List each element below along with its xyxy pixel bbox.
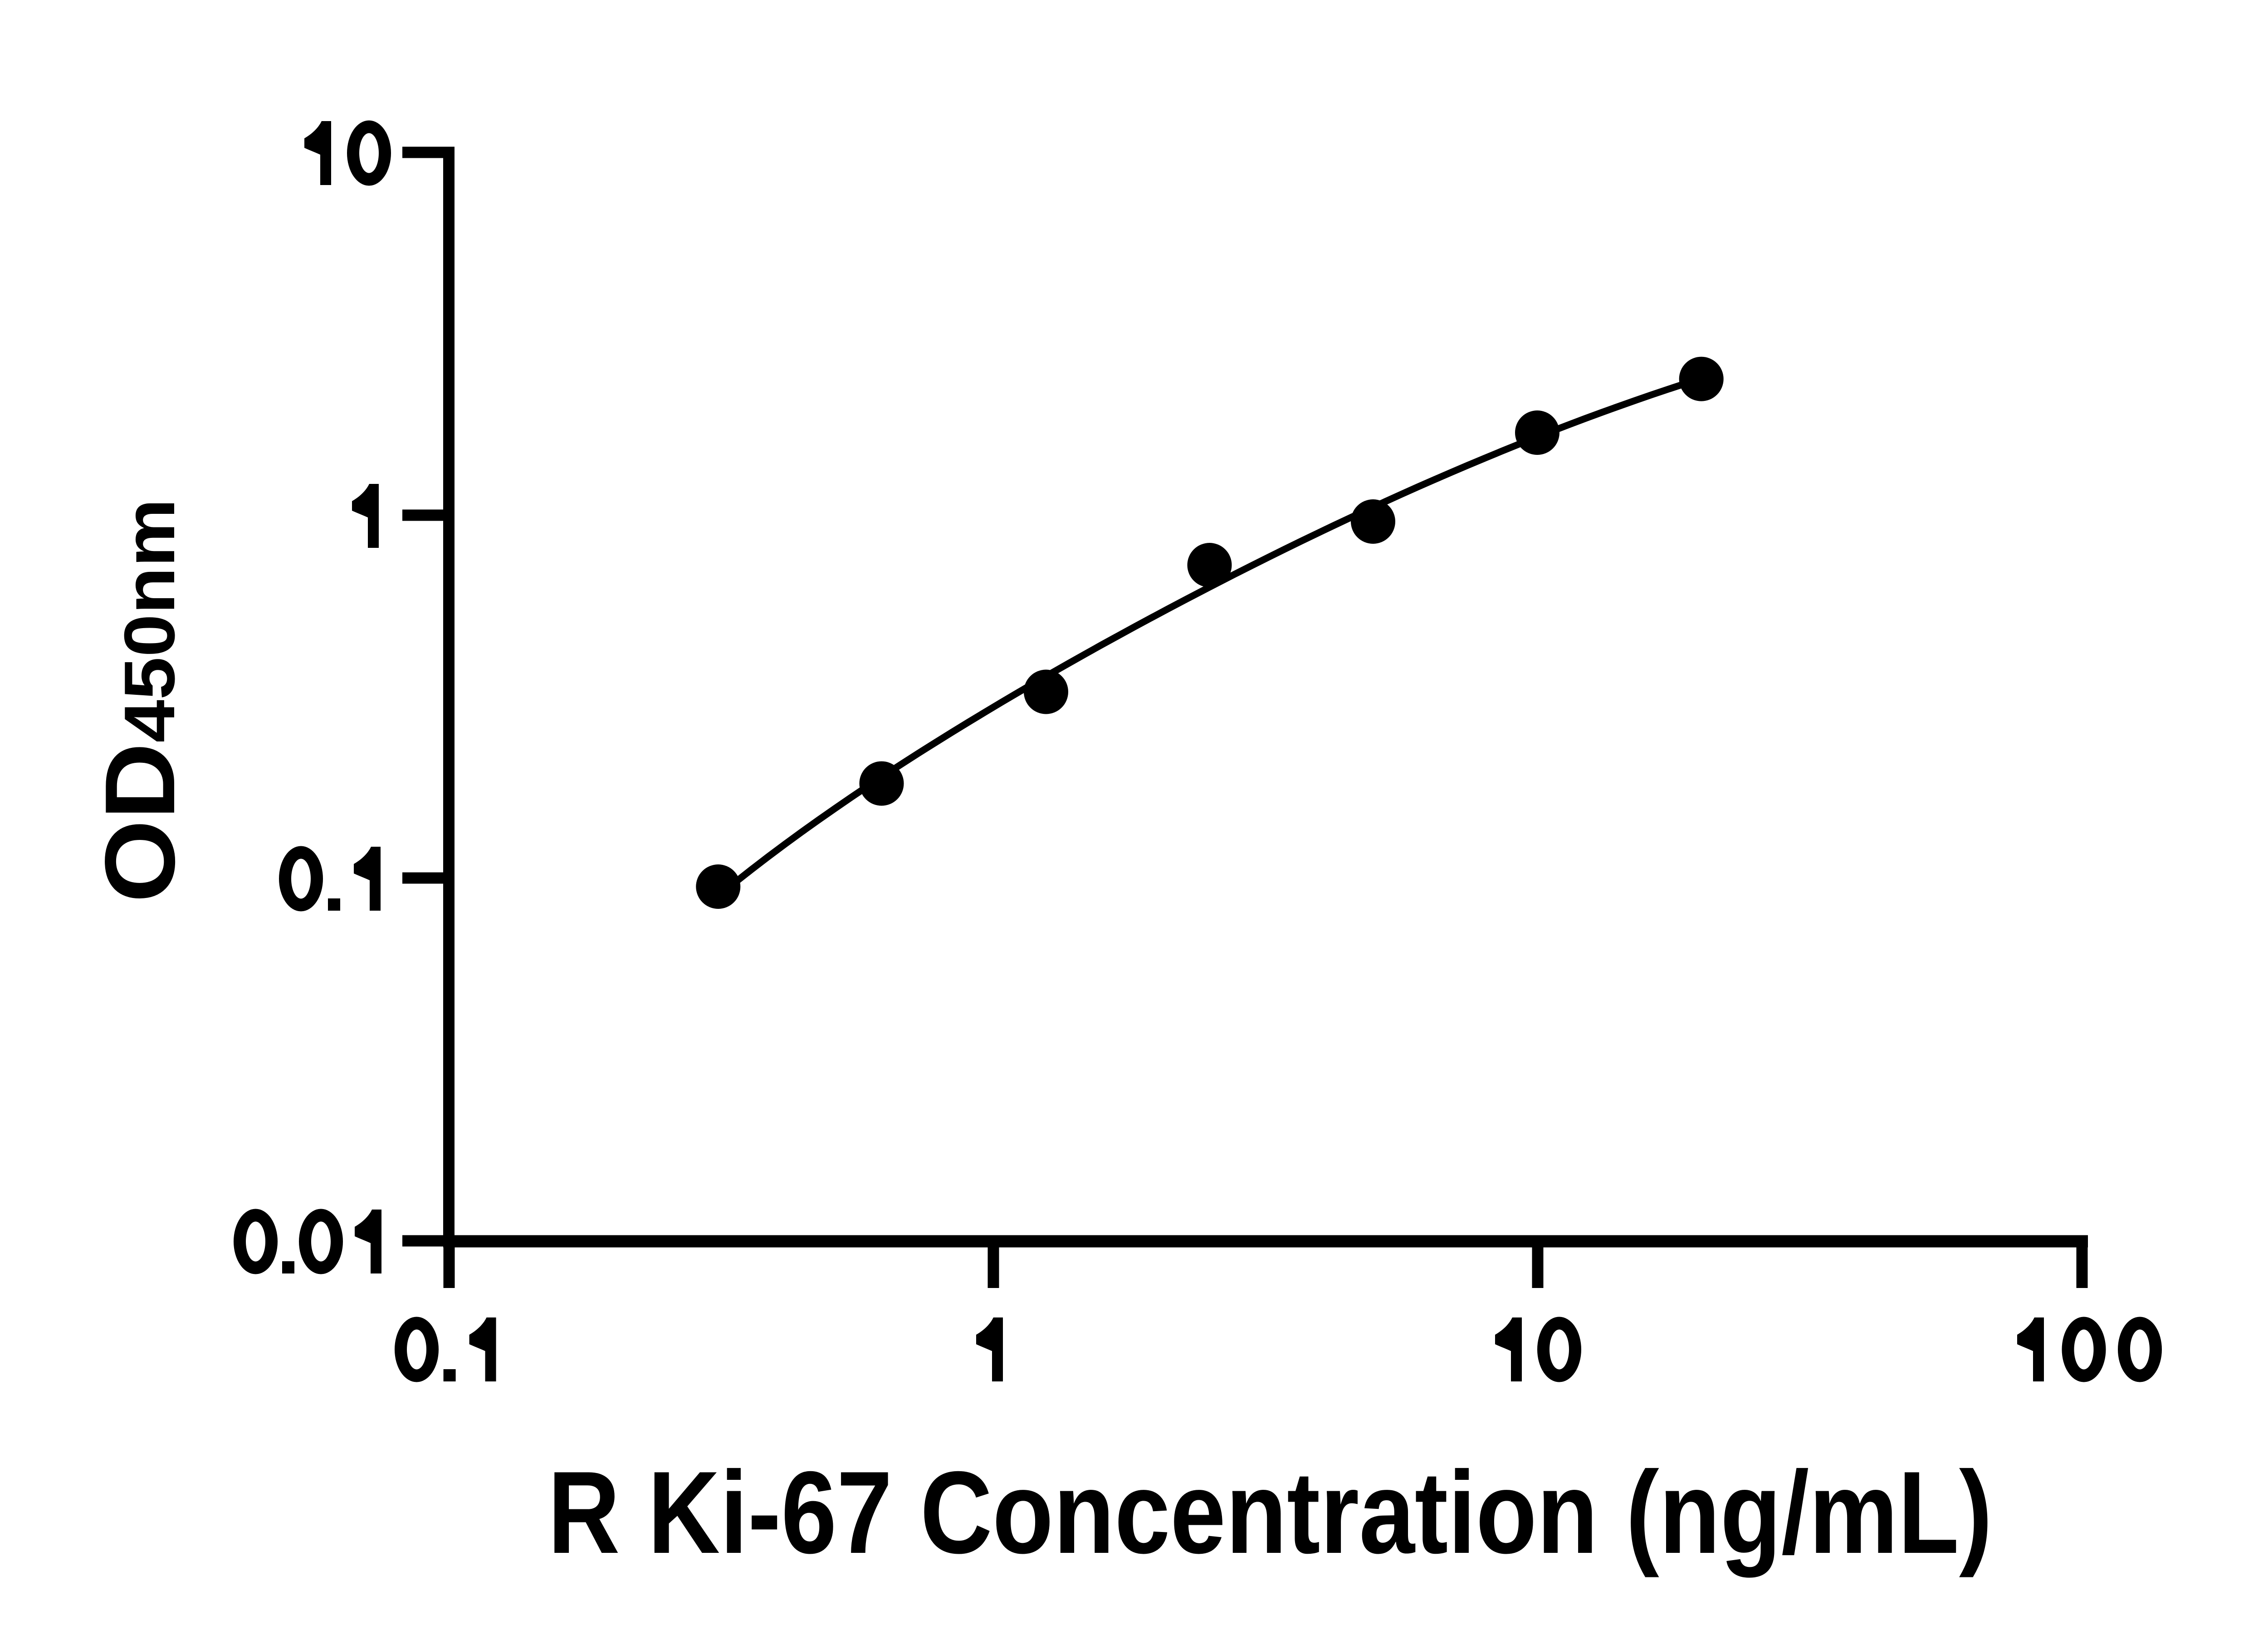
svg-text:OD450nm: OD450nm xyxy=(85,498,196,903)
svg-text:R Ki-67 Concentration (ng/mL): R Ki-67 Concentration (ng/mL) xyxy=(548,1447,1993,1578)
